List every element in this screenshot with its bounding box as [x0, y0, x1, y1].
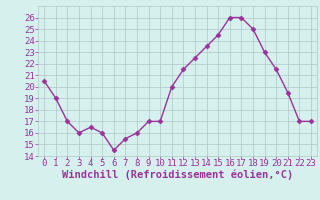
X-axis label: Windchill (Refroidissement éolien,°C): Windchill (Refroidissement éolien,°C): [62, 170, 293, 180]
